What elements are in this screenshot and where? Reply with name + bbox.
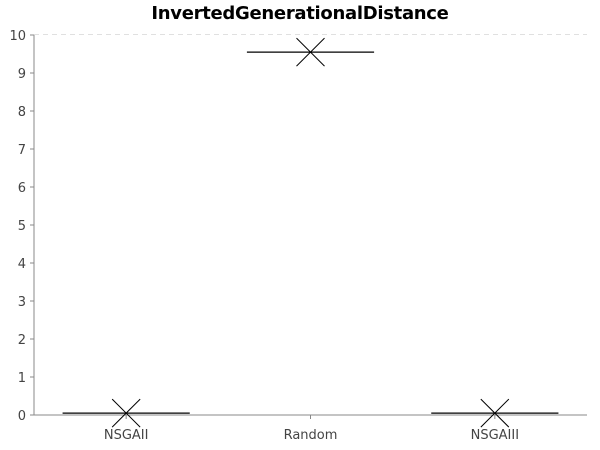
box-marks xyxy=(62,37,559,428)
y-tick-label: 4 xyxy=(18,257,26,272)
y-tick-label: 5 xyxy=(18,219,26,234)
mean-marker-random xyxy=(296,37,325,67)
x-tick-label-random: Random xyxy=(284,428,338,443)
y-tick-label: 2 xyxy=(18,333,26,348)
axes xyxy=(30,34,587,419)
y-tick-label: 0 xyxy=(18,409,26,424)
y-tick-labels: 0 1 2 3 4 5 6 7 8 9 10 xyxy=(9,29,26,424)
y-tick-label: 7 xyxy=(18,143,26,158)
y-tick-label: 9 xyxy=(18,67,26,82)
y-tick-label: 8 xyxy=(18,105,26,120)
mean-marker-nsgaii xyxy=(111,398,141,428)
y-tick-label: 6 xyxy=(18,181,26,196)
x-tick-labels: NSGAII Random NSGAIII xyxy=(104,428,519,443)
y-tick-label: 3 xyxy=(18,295,26,310)
mean-marker-nsgaiii xyxy=(480,398,510,428)
plot-area xyxy=(34,35,587,415)
x-tick-label-nsgaii: NSGAII xyxy=(104,428,149,443)
x-tick-label-nsgaiii: NSGAIII xyxy=(471,428,519,443)
chart-title: InvertedGenerationalDistance xyxy=(151,3,449,24)
y-tick-label: 10 xyxy=(9,29,26,44)
y-tick-label: 1 xyxy=(18,371,26,386)
